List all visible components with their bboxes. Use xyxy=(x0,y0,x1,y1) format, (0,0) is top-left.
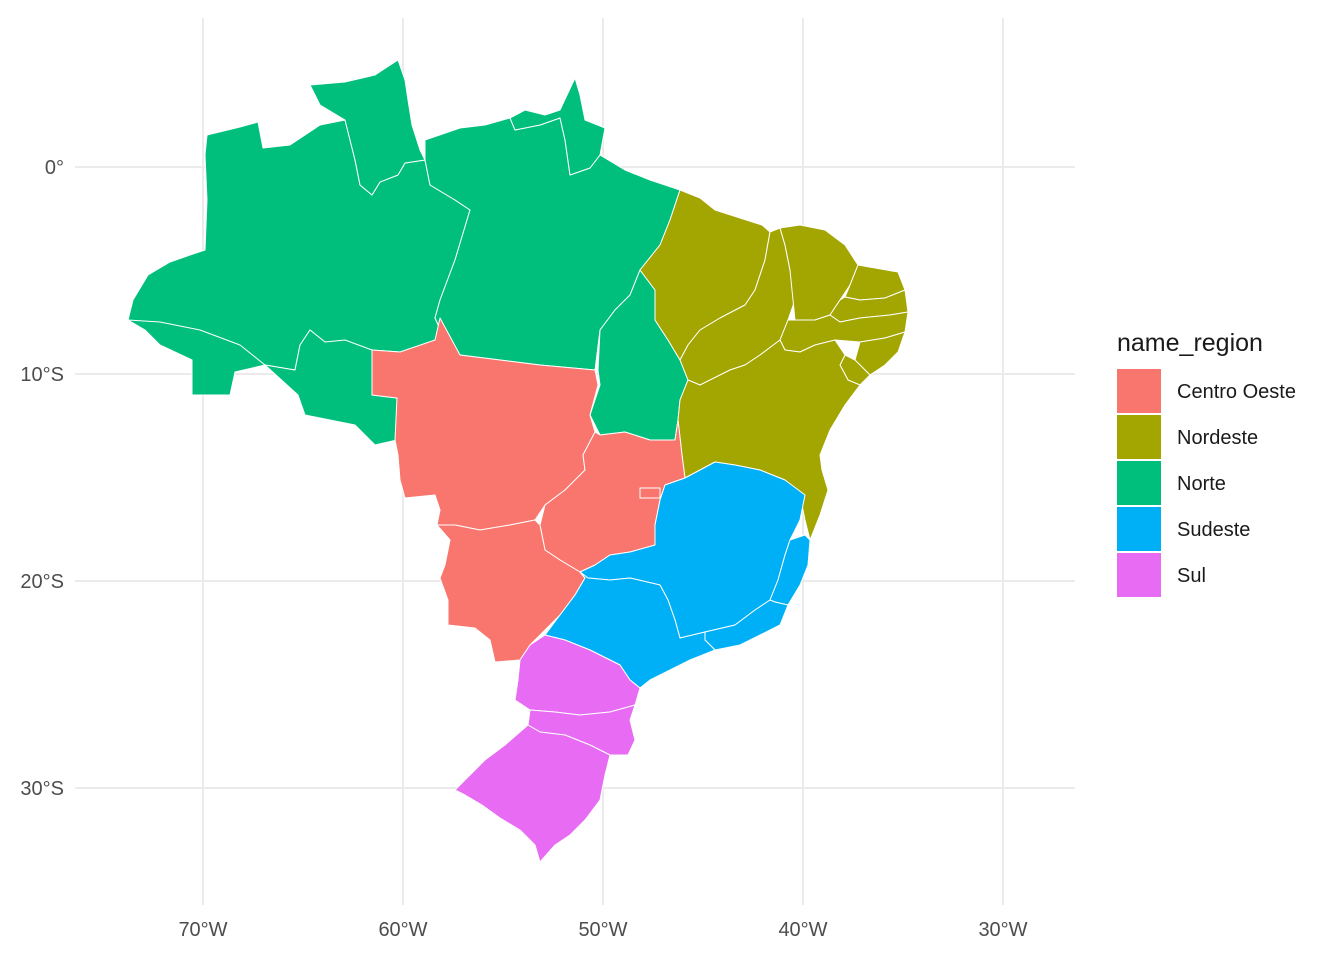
state-amapa xyxy=(509,77,606,176)
y-axis: 0° 10°S 20°S 30°S xyxy=(20,157,64,800)
x-tick-label: 50°W xyxy=(578,919,627,941)
state-mato-grosso-do-sul xyxy=(436,519,586,663)
x-tick-label: 30°W xyxy=(978,919,1027,941)
legend-label: Norte xyxy=(1177,473,1226,495)
x-tick-label: 60°W xyxy=(378,919,427,941)
x-tick-label: 70°W xyxy=(178,919,227,941)
legend-key xyxy=(1117,461,1161,505)
y-tick-label: 30°S xyxy=(20,778,64,800)
legend-key xyxy=(1117,553,1161,597)
y-tick-label: 0° xyxy=(45,157,64,179)
state-distrito-federal xyxy=(639,487,661,499)
state-roraima xyxy=(309,59,426,196)
legend: name_region Centro Oeste Nordeste Norte Sud… xyxy=(1117,329,1296,597)
state-rio-grande-do-sul xyxy=(454,724,611,863)
legend-label: Sul xyxy=(1177,565,1206,587)
x-tick-label: 40°W xyxy=(778,919,827,941)
legend-items: Centro Oeste Nordeste Norte Sudeste Sul xyxy=(1117,369,1296,597)
legend-key xyxy=(1117,369,1161,413)
legend-label: Sudeste xyxy=(1177,519,1250,541)
region-nordeste xyxy=(639,189,909,541)
legend-label: Centro Oeste xyxy=(1177,381,1296,403)
legend-key xyxy=(1117,415,1161,459)
legend-label: Nordeste xyxy=(1177,427,1258,449)
legend-item: Sul xyxy=(1117,553,1206,597)
state-acre xyxy=(127,319,266,396)
legend-item: Sudeste xyxy=(1117,507,1250,551)
y-tick-label: 20°S xyxy=(20,571,64,593)
y-tick-label: 10°S xyxy=(20,364,64,386)
region-sul xyxy=(454,634,641,863)
legend-title: name_region xyxy=(1117,329,1263,357)
region-centro-oeste xyxy=(371,317,686,663)
legend-item: Nordeste xyxy=(1117,415,1258,459)
x-axis: 70°W 60°W 50°W 40°W 30°W xyxy=(178,919,1027,941)
state-sao-paulo xyxy=(544,571,716,689)
legend-key xyxy=(1117,507,1161,551)
legend-item: Centro Oeste xyxy=(1117,369,1296,413)
region-sudeste xyxy=(544,461,811,689)
region-norte xyxy=(127,59,689,446)
legend-item: Norte xyxy=(1117,461,1226,505)
